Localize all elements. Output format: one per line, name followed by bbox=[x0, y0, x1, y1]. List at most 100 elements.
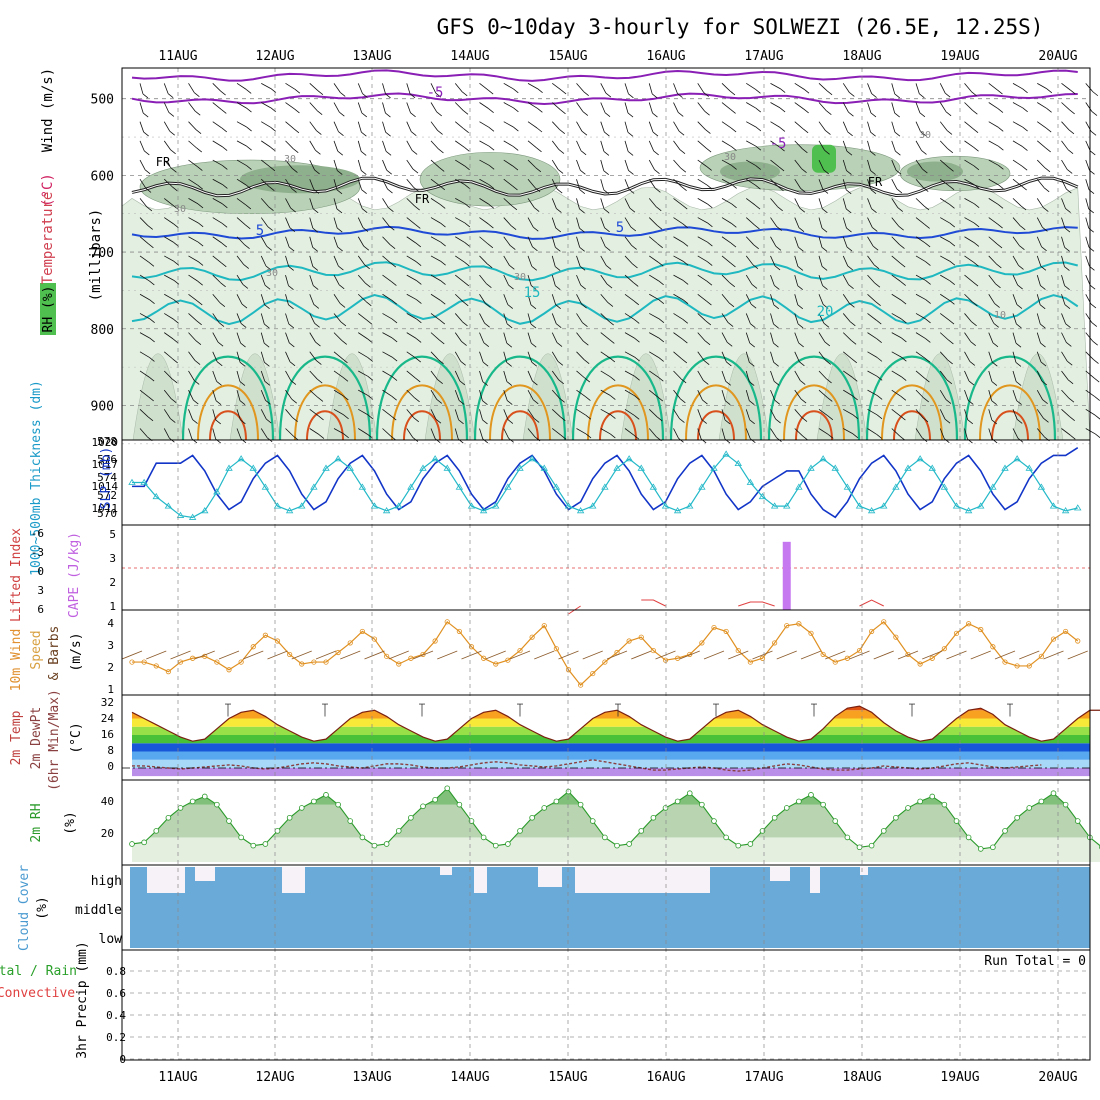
upper-wind-barb-flag bbox=[364, 264, 370, 270]
upper-wind-barb-flag bbox=[828, 434, 834, 439]
upper-wind-barb bbox=[358, 428, 368, 435]
upper-wind-barb bbox=[624, 408, 635, 416]
upper-wind-barb bbox=[770, 351, 775, 363]
upper-wind-barb bbox=[285, 217, 291, 228]
isotherm-25-arch bbox=[294, 384, 356, 441]
upper-wind-barb bbox=[1085, 217, 1090, 229]
upper-wind-barb-flag bbox=[292, 148, 299, 154]
upper-wind-barb bbox=[915, 178, 924, 188]
upper-wind-barb-flag bbox=[537, 107, 543, 113]
upper-wind-barb bbox=[212, 370, 217, 382]
upper-wind-barb-flag bbox=[872, 227, 878, 232]
surface-wind-barb bbox=[1067, 650, 1088, 660]
upper-wind-barb-flag bbox=[270, 88, 277, 93]
upper-wind-barb-flag bbox=[488, 127, 495, 132]
wind-speed-point bbox=[638, 634, 644, 640]
upper-wind-barb bbox=[527, 428, 536, 438]
upper-wind-barb bbox=[746, 102, 756, 109]
upper-wind-barb bbox=[285, 409, 293, 418]
upper-wind-barb-flag bbox=[416, 318, 422, 324]
upper-wind-barb-flag bbox=[609, 357, 616, 363]
upper-wind-barb-flag bbox=[246, 184, 252, 190]
upper-wind-barb-flag bbox=[634, 395, 640, 401]
upper-wind-barb-flag bbox=[197, 222, 204, 228]
upper-wind-barb bbox=[673, 217, 683, 224]
upper-wind-barb bbox=[333, 274, 340, 285]
thickness-point bbox=[237, 455, 245, 462]
isotherm-20-arch bbox=[375, 355, 469, 441]
rh-shading-dark bbox=[720, 161, 780, 182]
upper-wind-barb-flag bbox=[800, 398, 807, 404]
rh2m-point bbox=[662, 805, 669, 811]
upper-wind-barb bbox=[261, 82, 272, 89]
upper-wind-barb bbox=[527, 198, 535, 208]
upper-wind-barb bbox=[212, 332, 219, 343]
upper-wind-barb-flag bbox=[360, 151, 367, 156]
thickness-point bbox=[467, 502, 476, 509]
upper-wind-barb-flag bbox=[537, 88, 543, 94]
upper-wind-barb-flag bbox=[293, 128, 300, 134]
upper-wind-barb bbox=[1012, 332, 1017, 344]
upper-wind-barb-flag bbox=[1020, 225, 1026, 231]
upper-wind-barb bbox=[891, 332, 902, 339]
rh2m-point bbox=[638, 828, 645, 834]
upper-wind-barb bbox=[818, 255, 823, 267]
upper-wind-barb bbox=[188, 83, 195, 93]
upper-wind-barb-flag bbox=[415, 242, 422, 248]
upper-wind-barb bbox=[212, 198, 223, 205]
thickness-point bbox=[904, 464, 912, 471]
upper-wind-barb bbox=[964, 390, 969, 401]
upper-wind-barb-flag bbox=[486, 283, 492, 288]
upper-wind-barb bbox=[479, 140, 490, 147]
rh2m-point bbox=[226, 818, 232, 824]
thickness-point bbox=[613, 464, 621, 471]
thickness-point bbox=[758, 492, 767, 500]
upper-wind-barb-flag bbox=[706, 261, 713, 266]
upper-wind-barb-flag bbox=[413, 187, 420, 192]
upper-wind-barb bbox=[1037, 82, 1048, 90]
wind10m-axis-label: 10m Wind bbox=[9, 629, 24, 692]
upper-wind-barb-flag bbox=[221, 262, 227, 268]
upper-wind-barb bbox=[697, 198, 708, 205]
upper-wind-barb bbox=[139, 409, 149, 418]
upper-wind-barb bbox=[382, 274, 392, 282]
upper-wind-barb-flag bbox=[291, 398, 298, 404]
upper-wind-barb bbox=[285, 83, 296, 90]
thickness-point bbox=[807, 464, 815, 471]
upper-wind-barb bbox=[260, 409, 267, 420]
upper-wind-barb-flag bbox=[658, 280, 664, 286]
upper-wind-barb-flag bbox=[1043, 187, 1050, 193]
upper-wind-barb bbox=[309, 198, 314, 209]
upper-wind-barb-flag bbox=[245, 89, 252, 94]
surface-wind-barb bbox=[994, 650, 1016, 660]
upper-wind-barb-flag bbox=[1021, 165, 1028, 171]
wind-speed-point bbox=[747, 659, 753, 665]
upper-wind-barb-flag bbox=[488, 145, 495, 151]
upper-wind-barb bbox=[842, 274, 849, 285]
upper-wind-barb bbox=[163, 351, 173, 360]
upper-wind-barb-flag bbox=[873, 264, 880, 270]
upper-wind-barb bbox=[818, 274, 823, 286]
thickness-point bbox=[479, 507, 488, 514]
upper-wind-barb-flag bbox=[532, 399, 539, 405]
upper-wind-barb-flag bbox=[677, 93, 683, 98]
upper-wind-barb-flag bbox=[797, 266, 804, 271]
upper-wind-barb-flag bbox=[170, 398, 177, 404]
upper-wind-barb bbox=[1061, 370, 1069, 381]
wind-speed-point bbox=[662, 657, 669, 663]
upper-wind-barb bbox=[212, 159, 223, 166]
upper-wind-barb-flag bbox=[949, 299, 955, 305]
wind-axis-label: Wind (m/s) bbox=[40, 68, 56, 152]
upper-wind-barb-flag bbox=[1067, 149, 1074, 154]
upper-wind-barb bbox=[236, 217, 246, 226]
wind-speed-point bbox=[287, 651, 293, 658]
upper-wind-barb-flag bbox=[973, 261, 979, 267]
temp-color-band bbox=[132, 735, 1090, 744]
thickness-point bbox=[443, 464, 451, 471]
upper-wind-barb bbox=[818, 313, 825, 324]
upper-wind-barb bbox=[1012, 351, 1017, 363]
upper-wind-barb bbox=[988, 351, 993, 363]
upper-wind-barb bbox=[842, 159, 847, 171]
upper-wind-barb-flag bbox=[876, 434, 883, 439]
upper-wind-barb bbox=[1012, 370, 1017, 382]
